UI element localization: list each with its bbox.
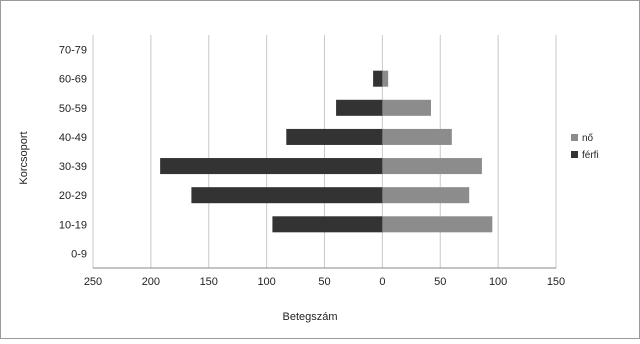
bar-ferfi xyxy=(272,216,383,233)
legend-label: férfi xyxy=(582,150,599,161)
legend: nő férfi xyxy=(571,133,599,161)
y-tick-label: 30-39 xyxy=(59,161,87,173)
x-tick-label: 100 xyxy=(257,276,275,288)
y-tick-label: 0-9 xyxy=(71,248,87,260)
legend-label: nő xyxy=(582,133,594,144)
y-axis-label: Korcsoport xyxy=(18,131,30,184)
bar-no xyxy=(382,99,431,116)
bar-no xyxy=(382,128,452,145)
x-tick-label: 0 xyxy=(379,276,385,288)
x-tick-label: 250 xyxy=(84,276,102,288)
y-tick-labels: 0-9 10-19 20-29 30-39 40-49 50-59 60-69 70-79 xyxy=(59,45,87,261)
bar-ferfi xyxy=(160,158,383,175)
x-tick-label: 50 xyxy=(434,276,446,288)
y-tick-label: 50-59 xyxy=(59,103,87,115)
bar-no xyxy=(382,70,389,87)
bar-ferfi xyxy=(191,187,383,204)
legend-swatch xyxy=(571,151,578,158)
y-tick-label: 20-29 xyxy=(59,190,87,202)
x-tick-label: 150 xyxy=(200,276,218,288)
x-axis-label: Betegszám xyxy=(282,311,337,323)
bar-ferfi xyxy=(336,99,383,116)
x-tick-labels: 250 200 150 100 50 0 50 100 150 xyxy=(84,276,565,288)
y-tick-label: 70-79 xyxy=(59,45,87,57)
x-tick-label: 150 xyxy=(547,276,565,288)
y-tick-label: 10-19 xyxy=(59,219,87,231)
x-tick-label: 200 xyxy=(142,276,160,288)
legend-swatch xyxy=(571,134,578,141)
y-tick-label: 60-69 xyxy=(59,74,87,86)
bar-ferfi xyxy=(373,70,383,87)
x-tick-label: 100 xyxy=(489,276,507,288)
x-tick-label: 50 xyxy=(318,276,330,288)
bars xyxy=(160,70,493,233)
bar-no xyxy=(382,158,482,175)
y-tick-label: 40-49 xyxy=(59,132,87,144)
bar-no xyxy=(382,216,493,233)
bar-ferfi xyxy=(286,128,383,145)
bar-no xyxy=(382,187,470,204)
